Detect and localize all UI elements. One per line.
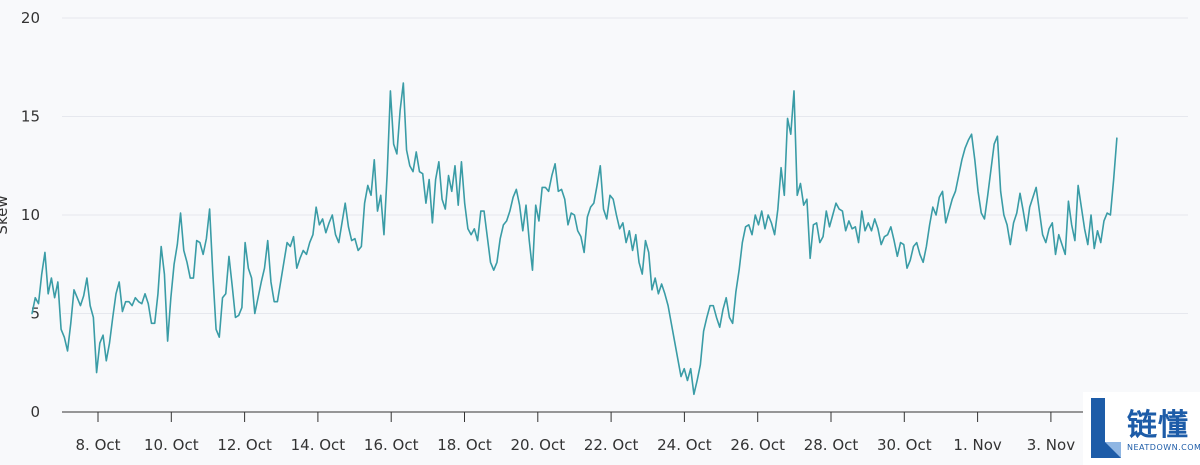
x-tick-label: 1. Nov bbox=[953, 436, 1001, 454]
x-axis: 8. Oct 10. Oct 12. Oct 14. Oct 16. Oct 18. Oc… bbox=[62, 411, 1188, 454]
x-tick-label: 14. Oct bbox=[291, 436, 346, 454]
y-tick-label: 15 bbox=[21, 108, 40, 126]
x-tick-label: 28. Oct bbox=[804, 436, 859, 454]
x-tick-label: 8. Oct bbox=[75, 436, 120, 454]
watermark-logo: 链懂 NEATDOWN.COM bbox=[1083, 392, 1200, 465]
x-tick-label: 30. Oct bbox=[877, 436, 932, 454]
watermark-subtext: NEATDOWN.COM bbox=[1127, 443, 1200, 452]
series-line bbox=[31, 82, 1118, 396]
grid-lines bbox=[62, 17, 1188, 314]
y-axis-ticks: 0 5 10 15 20 bbox=[21, 9, 40, 421]
y-axis-title: Skew bbox=[0, 195, 11, 234]
x-tick-label: 16. Oct bbox=[364, 436, 419, 454]
x-tick-label: 3. Nov bbox=[1027, 436, 1075, 454]
series-layer bbox=[31, 82, 1118, 396]
x-tick-label: 10. Oct bbox=[144, 436, 199, 454]
y-tick-label: 5 bbox=[30, 305, 40, 323]
series-points bbox=[32, 83, 1117, 394]
x-tick-label: 26. Oct bbox=[730, 436, 785, 454]
x-tick-label: 18. Oct bbox=[437, 436, 492, 454]
x-tick-label: 12. Oct bbox=[217, 436, 272, 454]
x-tick-label: 24. Oct bbox=[657, 436, 712, 454]
x-tick-label: 22. Oct bbox=[584, 436, 639, 454]
logo-mark-icon bbox=[1091, 398, 1121, 458]
y-tick-label: 0 bbox=[30, 403, 40, 421]
y-tick-label: 10 bbox=[21, 206, 40, 224]
y-tick-label: 20 bbox=[21, 9, 40, 27]
x-tick-label: 20. Oct bbox=[511, 436, 566, 454]
watermark-text: 链懂 bbox=[1127, 408, 1189, 443]
